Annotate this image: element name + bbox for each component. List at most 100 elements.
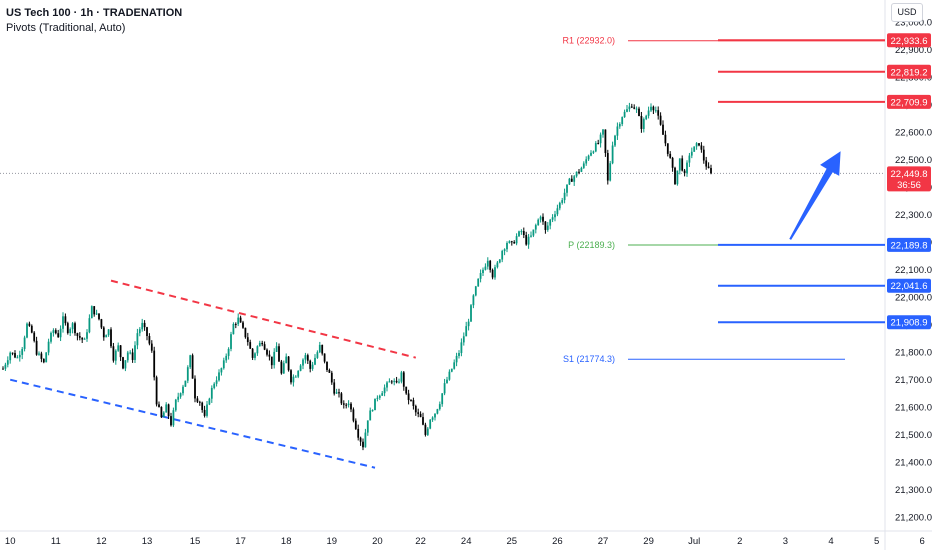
candle-body [227,348,230,356]
x-tick-label: 27 [598,536,609,547]
candle-body [465,326,468,337]
bullish-arrow[interactable] [789,151,841,240]
candle-body [302,359,304,366]
level-badge-label: 22,041.6 [891,281,928,292]
candlestick-series [2,102,712,451]
candle-body [57,333,60,338]
y-tick-label: 22,300.0 [895,210,932,221]
candle-body [558,202,561,209]
candle-body [213,383,216,388]
candle-body [702,149,705,161]
level-badge [887,237,931,252]
candle-body [290,370,292,383]
indicator-label[interactable]: Pivots (Traditional, Auto) [6,22,126,34]
candle-body [683,170,686,174]
candle-body [40,353,43,359]
candle-body [424,424,427,435]
candle-body [592,151,595,153]
candle-body [11,352,14,354]
candle-body [69,329,72,334]
candle-body [460,342,463,354]
candle-body [544,221,547,230]
pivot-label-pivot: P (22189.3) [568,240,615,250]
candle-body [222,360,225,369]
symbol-title[interactable]: US Tech 100 · 1h · TRADENATION [6,7,183,19]
price-axis[interactable]: 23,000.022,900.022,800.022,700.022,600.0… [895,18,932,524]
price-axis-labels: 22,933.6 22,819.2 22,709.9 22,189.8 22,041.6… [887,33,931,330]
candle-body [431,417,434,420]
candle-body [196,398,199,402]
candle-body [170,416,172,426]
candle-body [76,333,79,337]
candle-body [422,417,424,425]
candle-body [177,396,180,400]
candle-body [690,151,693,156]
candle-body [618,124,621,127]
candle-body [386,382,388,388]
currency-button[interactable]: USD [891,3,923,22]
candle-body [609,163,612,181]
candle-body [198,401,201,403]
candle-body [647,110,650,116]
candle-body [606,153,609,181]
level-badge-label: 22,819.2 [891,67,928,78]
candle-body [347,403,350,405]
channel-trendlines[interactable] [9,279,417,469]
candle-body [345,404,348,406]
candle-body [561,200,564,203]
candle-body [117,345,120,351]
candle-body [266,349,268,355]
candle-body [306,355,309,361]
candle-body [515,236,518,244]
pivot-label-resistance: R1 (22932.0) [562,36,615,46]
candle-body [112,346,115,361]
candle-body [551,217,554,220]
candle-body [143,322,146,328]
time-axis[interactable]: 10 11 12 13 15 17 18 19 20 22 24 25 26 27 29 Jul 2 3 4 5 6 [5,536,925,547]
candle-body [628,106,631,110]
candle-body [254,353,256,358]
candle-body [333,382,336,394]
x-tick-label: 13 [142,536,153,547]
candle-body [256,346,259,354]
candle-body [525,235,528,245]
candle-body [614,135,616,146]
candle-body [412,400,415,406]
candle-body [573,176,576,182]
candle-body [239,317,242,323]
candle-body [189,355,192,368]
candle-body [568,178,571,185]
candle-body [50,332,52,342]
candle-body [81,337,84,340]
candle-body [575,171,578,177]
candle-body [549,219,552,226]
candle-body [376,397,379,399]
candle-body [623,111,626,118]
candle-body [220,368,223,373]
x-tick-label: 17 [235,536,246,547]
lower-channel-line [9,378,376,469]
candle-body [299,365,302,371]
candle-body [503,249,506,251]
x-tick-label: 22 [415,536,426,547]
candle-body [436,409,439,414]
candle-body [395,380,398,383]
candle-body [448,371,451,380]
candle-body [630,106,633,108]
candle-body [321,344,324,354]
candle-body [292,376,295,383]
candle-body [570,178,573,182]
candle-body [398,381,400,383]
candle-body [167,404,170,417]
candle-body [350,403,352,410]
horizontal-levels[interactable] [718,39,885,324]
level-badge [887,315,931,330]
candle-body [105,335,108,338]
candle-body [666,143,669,154]
arrow-shape [789,151,841,240]
candle-body [335,392,338,394]
candle-body [482,269,484,274]
candle-body [93,306,96,315]
candle-body [707,166,710,169]
